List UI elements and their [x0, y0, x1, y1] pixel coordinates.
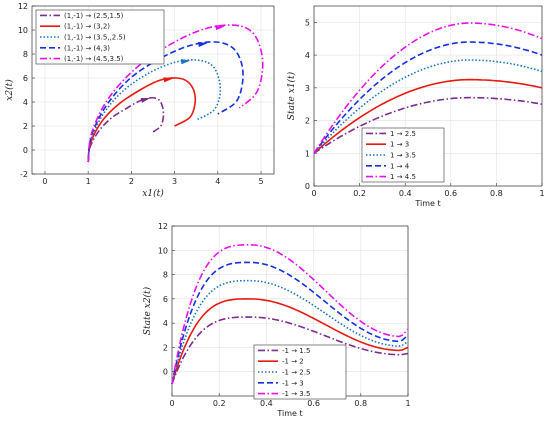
y-tick-label: 4	[305, 51, 310, 60]
x-tick-label: 1	[86, 177, 91, 186]
axes-frame	[31, 5, 275, 175]
y-tick-label: 0	[305, 182, 310, 191]
series-line-1-1-4-5-3-5	[87, 24, 264, 163]
x-tick-label: 0.6	[307, 399, 320, 408]
y-tick-label: 0	[163, 368, 168, 377]
y-tick-label: 8	[163, 271, 168, 280]
legend-entry-1-1-4-5-3-5: (1,-1) → (4.5,3.5)	[64, 55, 124, 63]
series-line-1-1-4-3	[87, 41, 244, 163]
x-tick-label: 0.6	[444, 189, 457, 198]
series-line-1-3-5	[313, 59, 543, 154]
legend-entry-1-4-5: 1 → 4.5	[390, 173, 416, 181]
y-tick-label: -2	[20, 170, 28, 179]
legend: 1 → 2.5 1 → 3 1 → 3.5 1 → 4 1 → 4.5	[361, 127, 445, 183]
direction-arrow-1-1-3-2	[163, 77, 174, 83]
series-line-1-2-5	[313, 96, 543, 154]
legend-box	[35, 9, 165, 65]
y-tick-label: 2	[163, 343, 168, 352]
direction-arrow-1-1-4-3	[198, 41, 208, 47]
legend-entry-1-2-5: 1 → 2.5	[390, 130, 416, 138]
legend-entry-1-3-5: 1 → 3.5	[390, 152, 416, 160]
x-tick-label: 0	[169, 399, 174, 408]
x-tick-label: 0.8	[354, 399, 367, 408]
legend-entry-1-3-5: -1 → 3.5	[282, 390, 310, 398]
x-axis-label: Time t	[276, 409, 302, 418]
legend-entry-1-1-4-3: (1,-1) → (4,3)	[64, 44, 110, 52]
legend-entry-1-3: 1 → 3	[390, 141, 409, 149]
series-line-1-2	[171, 298, 409, 385]
x-tick-label: 5	[258, 177, 263, 186]
axes-frame	[313, 5, 543, 187]
y-tick-label: 6	[163, 295, 168, 304]
legend-entry-1-1-5: -1 → 1.5	[282, 347, 310, 355]
x-tick-label: 0	[42, 177, 47, 186]
series-line-1-1-5	[171, 316, 409, 385]
y-axis-label: State x2(t)	[142, 286, 153, 335]
y-tick-label: 4	[163, 319, 168, 328]
direction-arrow-1-1-3-5-2-5	[180, 59, 191, 65]
series-line-1-3	[313, 78, 543, 154]
legend-entry-1-2-5: -1 → 2.5	[282, 369, 310, 377]
y-axis-label: x2(t)	[4, 79, 15, 101]
y-tick-label: 8	[23, 50, 28, 59]
x-tick-label: 1	[405, 399, 410, 408]
y-tick-label: 1	[305, 149, 310, 158]
legend-entry-1-2: -1 → 2	[282, 358, 304, 366]
legend: -1 → 1.5 -1 → 2 -1 → 2.5 -1 → 3 -1 → 3.5	[253, 344, 347, 400]
legend-entry-1-3: -1 → 3	[282, 379, 304, 387]
x-tick-label: 0.2	[213, 399, 226, 408]
y-tick-label: 2	[23, 122, 28, 131]
x-tick-label: 0.4	[399, 189, 412, 198]
series-line-1-3	[171, 261, 409, 385]
y-tick-label: 10	[158, 246, 168, 255]
legend: (1,-1) → (2.5,1.5) (1,-1) → (3,2) (1,-1) →…	[35, 9, 165, 65]
y-tick-label: 12	[158, 222, 168, 231]
x-tick-label: 3	[172, 177, 177, 186]
legend-entry-1-4: 1 → 4	[390, 162, 410, 170]
y-tick-label: 4	[23, 98, 28, 107]
y-tick-label: 6	[23, 74, 28, 83]
series-line-1-3-5	[171, 244, 409, 385]
state-x1-chart: 0 0.2 0.4 0.6 0.8 1 0 1 2 3 4 5 Time t State x1(t) 1 →…	[286, 5, 545, 208]
legend-entry-1-1-3-2: (1,-1) → (3,2)	[64, 23, 110, 31]
y-tick-label: 0	[23, 146, 28, 155]
x-tick-label: 1	[539, 189, 544, 198]
y-tick-label: 5	[305, 18, 310, 27]
x-tick-label: 2	[129, 177, 134, 186]
y-tick-label: 12	[18, 2, 28, 11]
y-tick-label: 2	[305, 117, 310, 126]
x-tick-label: 0	[311, 189, 316, 198]
legend-entry-1-1-2-5-1-5: (1,-1) → (2.5,1.5)	[64, 12, 124, 20]
y-axis-label: State x1(t)	[286, 71, 297, 120]
x-tick-label: 0.4	[260, 399, 273, 408]
legend-entry-1-1-3-5-2-5: (1,-1) → (3.5,,2.5)	[64, 34, 126, 42]
series-line-1-4	[313, 41, 543, 154]
y-tick-label: 10	[18, 26, 28, 35]
direction-arrow-1-1-4-5-3-5	[215, 24, 225, 31]
series-line-1-2-5	[171, 279, 409, 385]
series-line-1-4-5	[313, 22, 543, 154]
legend-box	[361, 127, 445, 183]
x-tick-label: 4	[215, 177, 220, 186]
x-tick-label: 0.2	[353, 189, 366, 198]
direction-arrow-1-1-2-5-1-5	[140, 97, 151, 103]
x-axis-label: Time t	[414, 199, 440, 208]
x-tick-label: 0.8	[490, 189, 503, 198]
x-axis-label: x1(t)	[142, 188, 164, 199]
y-tick-label: 3	[305, 84, 310, 93]
